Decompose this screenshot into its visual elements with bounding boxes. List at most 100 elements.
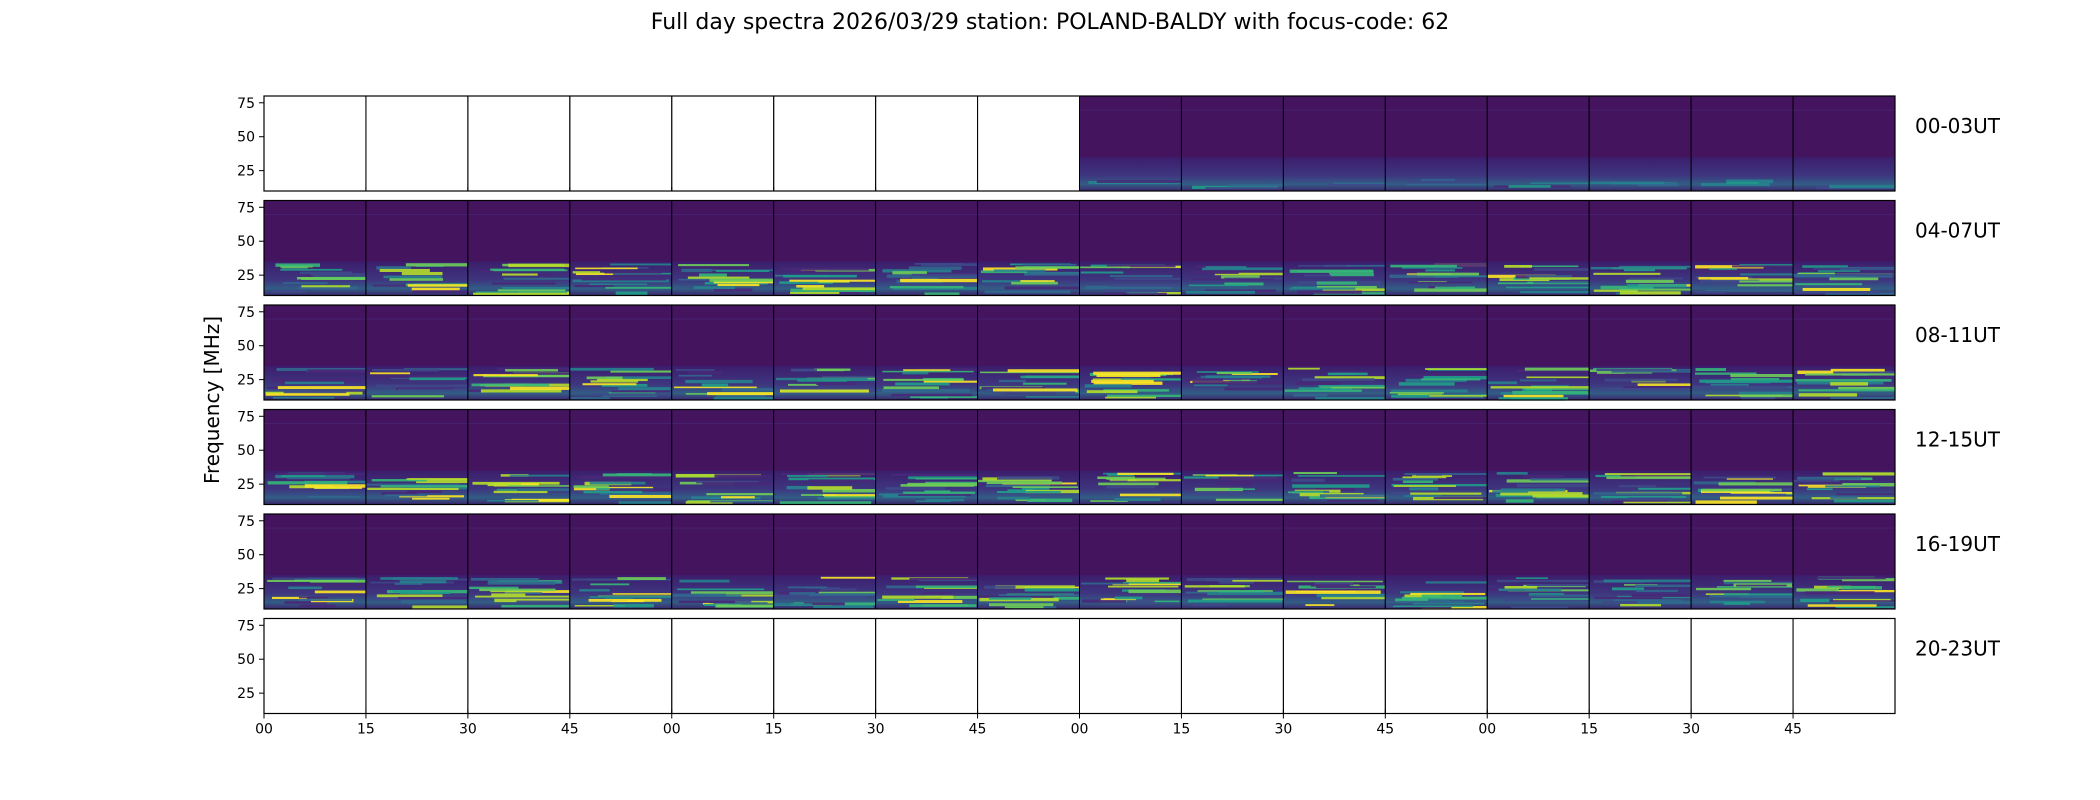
- spectrum-panel: [1792, 513, 1896, 610]
- x-tick-label: 00: [1071, 722, 1089, 738]
- spectrum-panel: [1079, 304, 1182, 401]
- spectrum-panel: [569, 200, 673, 296]
- spectrum-panel: [977, 95, 1080, 192]
- y-tick-label: 25: [237, 582, 255, 598]
- spectrum-panel: [875, 304, 979, 401]
- spectrum-panel: [1282, 513, 1386, 610]
- row-12-15ut: [263, 408, 1896, 506]
- y-tick-label: 75: [237, 200, 255, 216]
- spectrum-panel: [773, 513, 877, 610]
- spectrum-panel: [875, 513, 979, 610]
- spectrum-panel: [1690, 304, 1794, 401]
- y-tick-label: 25: [237, 686, 255, 702]
- x-tick-label: 30: [867, 722, 885, 738]
- spectrum-panel: [1792, 618, 1896, 714]
- spectrum-panel: [263, 618, 367, 714]
- spectrum-panel: [263, 304, 367, 401]
- spectrum-panel: [365, 95, 469, 192]
- spectrum-panel: [1180, 513, 1284, 610]
- x-tick-label: 15: [357, 722, 375, 738]
- spectrum-panel: [1384, 618, 1488, 714]
- spectrum-panel: [773, 618, 877, 714]
- spectrum-panel: [1180, 304, 1284, 401]
- x-tick-label: 00: [255, 722, 273, 738]
- y-tick-label: 50: [237, 548, 255, 564]
- spectrum-panel: [1486, 409, 1590, 505]
- y-tick-label: 25: [237, 477, 255, 493]
- spectrum-panel: [467, 618, 571, 714]
- spectrum-panel: [365, 409, 469, 505]
- spectrum-panel: [365, 304, 469, 401]
- spectrum-panel: [1180, 618, 1284, 714]
- spectrum-panel: [1079, 513, 1182, 610]
- spectrum-panel: [1486, 618, 1590, 714]
- x-tick-label: 00: [663, 722, 681, 738]
- spectrum-panel: [671, 304, 775, 401]
- spectrum-panel: [671, 618, 775, 714]
- spectrum-panel: [1079, 200, 1182, 296]
- spectrum-panel: [1282, 200, 1386, 296]
- row-20-23ut: [263, 617, 1896, 715]
- x-tick-label: 45: [561, 722, 579, 738]
- y-tick-label: 75: [237, 514, 255, 530]
- spectrum-panel: [263, 513, 367, 610]
- spectrum-panel: [1180, 409, 1284, 505]
- spectrum-panel: [1180, 95, 1284, 192]
- chart-title: Full day spectra 2026/03/29 station: POL…: [650, 10, 1450, 35]
- spectrum-panel: [1588, 200, 1692, 296]
- spectrum-panel: [875, 95, 979, 192]
- spectrum-panel: [671, 95, 775, 192]
- spectrum-panel: [1282, 95, 1386, 192]
- y-tick-label: 50: [237, 443, 255, 459]
- spectrum-panel: [773, 200, 877, 296]
- y-tick-label: 25: [237, 373, 255, 389]
- spectrum-panel: [1384, 513, 1488, 610]
- spectrum-panel: [1486, 304, 1590, 401]
- spectrum-panel: [1079, 95, 1182, 192]
- spectrum-panel: [365, 200, 469, 296]
- x-tick-label: 45: [1784, 722, 1802, 738]
- spectrum-panel: [1180, 200, 1284, 296]
- spectrum-panel: [1588, 618, 1692, 714]
- row-label: 00-03UT: [1915, 114, 2001, 138]
- spectrum-panel: [1792, 95, 1896, 192]
- spectrum-panel: [977, 200, 1080, 296]
- spectrum-panel: [1384, 304, 1488, 401]
- spectrum-panel: [875, 200, 979, 296]
- x-tick-label: 00: [1478, 722, 1496, 738]
- spectrum-panel: [1690, 200, 1794, 296]
- spectrum-panel: [671, 200, 775, 296]
- spectrum-panel: [263, 200, 367, 296]
- x-tick-label: 15: [1580, 722, 1598, 738]
- spectrum-panel: [875, 618, 979, 714]
- spectrum-panel: [773, 304, 877, 401]
- y-tick-label: 75: [237, 618, 255, 634]
- spectrum-panel: [671, 513, 775, 610]
- x-tick-label: 30: [1274, 722, 1292, 738]
- spectrum-panel: [977, 618, 1080, 714]
- spectrum-panel: [467, 200, 571, 296]
- spectrum-panel: [1486, 513, 1590, 610]
- spectrum-panel: [1588, 95, 1692, 192]
- y-tick-label: 75: [237, 305, 255, 321]
- x-tick-label: 45: [1376, 722, 1394, 738]
- spectrum-panel: [365, 513, 469, 610]
- spectrum-panel: [977, 304, 1080, 401]
- y-tick-label: 50: [237, 234, 255, 250]
- spectrum-panel: [1282, 304, 1386, 401]
- spectrum-panel: [467, 304, 571, 401]
- row-label: 16-19UT: [1915, 532, 2001, 556]
- row-16-19ut: [263, 513, 1896, 610]
- spectrum-panel: [773, 95, 877, 192]
- spectrum-panel: [1690, 409, 1794, 505]
- spectrum-panel: [1384, 95, 1488, 192]
- spectrum-panel: [1384, 200, 1488, 296]
- row-08-11ut: [263, 304, 1896, 401]
- spectrum-panel: [1282, 618, 1386, 714]
- spectrum-panel: [1079, 618, 1182, 714]
- y-tick-label: 75: [237, 96, 255, 112]
- spectrum-panel: [467, 95, 571, 192]
- spectrum-panel: [1690, 95, 1794, 192]
- spectrum-panel: [569, 304, 673, 401]
